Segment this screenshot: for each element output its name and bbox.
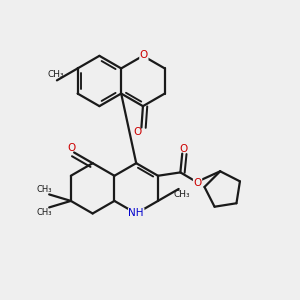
Text: O: O: [68, 142, 76, 153]
Text: CH₃: CH₃: [37, 208, 52, 217]
Text: O: O: [133, 127, 142, 137]
Text: CH₃: CH₃: [37, 185, 52, 194]
Text: O: O: [140, 50, 148, 60]
Text: CH₃: CH₃: [47, 70, 64, 79]
Text: O: O: [180, 144, 188, 154]
Text: NH: NH: [128, 208, 144, 218]
Text: CH₃: CH₃: [173, 190, 190, 199]
Text: O: O: [194, 178, 202, 188]
